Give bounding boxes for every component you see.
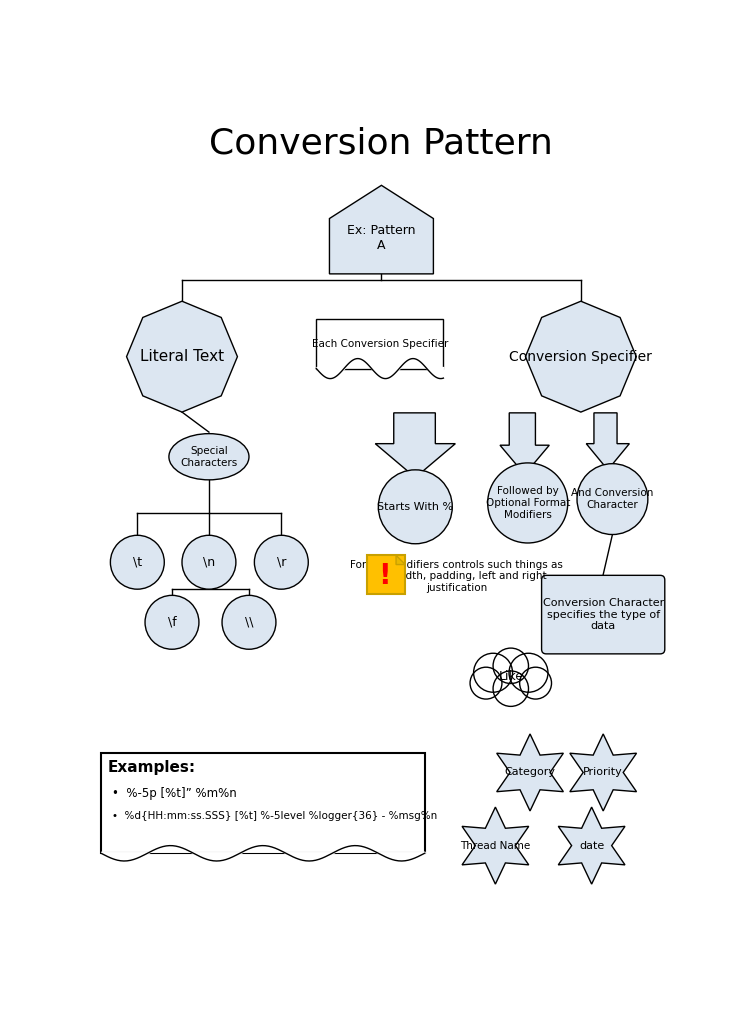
Circle shape [254, 535, 308, 589]
Text: \f: \f [168, 616, 177, 629]
Text: Like: Like [498, 670, 523, 683]
Text: date: date [579, 840, 604, 851]
Polygon shape [396, 555, 405, 564]
Text: And Conversion
Character: And Conversion Character [571, 488, 653, 510]
Circle shape [520, 667, 551, 699]
Text: Examples:: Examples: [107, 759, 195, 774]
Circle shape [470, 667, 502, 699]
Text: Conversion Specifier: Conversion Specifier [510, 349, 653, 363]
Ellipse shape [169, 433, 249, 480]
Polygon shape [500, 413, 549, 474]
Polygon shape [462, 807, 529, 884]
Polygon shape [570, 734, 636, 811]
Polygon shape [525, 301, 636, 412]
Text: Literal Text: Literal Text [140, 349, 224, 364]
Polygon shape [329, 186, 434, 274]
Text: Format modifiers controls such things as
field width, padding, left and right
ju: Format modifiers controls such things as… [350, 559, 563, 593]
Circle shape [222, 596, 276, 650]
Text: Each Conversion Specifier: Each Conversion Specifier [311, 339, 448, 348]
Text: Followed by
Optional Format
Modifiers: Followed by Optional Format Modifiers [486, 486, 570, 520]
Text: \n: \n [203, 556, 215, 568]
Text: Starts With %: Starts With % [377, 501, 454, 512]
Polygon shape [497, 734, 563, 811]
Text: •  %-5p [%t]” %m%n: • %-5p [%t]” %m%n [112, 787, 237, 800]
Text: \r: \r [276, 556, 286, 568]
Polygon shape [558, 807, 625, 884]
Circle shape [474, 654, 513, 692]
Circle shape [182, 535, 236, 589]
Text: Conversion Pattern: Conversion Pattern [209, 126, 554, 160]
Text: Ex: Pattern
A: Ex: Pattern A [347, 224, 416, 253]
Text: \\: \\ [245, 616, 253, 629]
Polygon shape [586, 413, 630, 470]
FancyBboxPatch shape [317, 319, 443, 368]
FancyBboxPatch shape [367, 555, 405, 594]
Text: •  %d{HH:mm:ss.SSS} [%t] %-5level %logger{36} - %msg%n: • %d{HH:mm:ss.SSS} [%t] %-5level %logger… [112, 811, 437, 821]
Circle shape [110, 535, 165, 589]
FancyBboxPatch shape [101, 753, 425, 854]
Polygon shape [375, 413, 455, 477]
Text: Category: Category [504, 767, 556, 777]
Circle shape [493, 649, 528, 683]
Text: \t: \t [133, 556, 142, 568]
Circle shape [493, 671, 528, 706]
Text: Thread Name: Thread Name [460, 840, 530, 851]
Text: !: ! [378, 562, 391, 590]
Text: Priority: Priority [583, 767, 623, 777]
Circle shape [145, 596, 199, 650]
Circle shape [488, 463, 568, 543]
Text: Conversion Character
specifies the type of
data: Conversion Character specifies the type … [542, 598, 664, 631]
FancyBboxPatch shape [542, 576, 665, 654]
Text: Special
Characters: Special Characters [180, 446, 238, 468]
Polygon shape [127, 301, 238, 412]
Circle shape [509, 654, 548, 692]
Circle shape [577, 464, 648, 535]
Circle shape [378, 470, 452, 544]
